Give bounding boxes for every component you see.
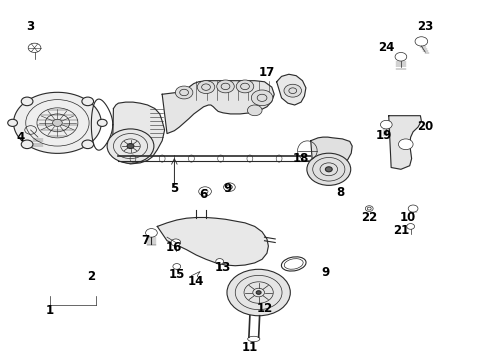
Circle shape	[216, 258, 223, 264]
Text: 12: 12	[256, 302, 272, 315]
Circle shape	[380, 120, 392, 129]
Circle shape	[8, 119, 18, 126]
Circle shape	[52, 119, 62, 126]
Text: 22: 22	[361, 211, 377, 224]
Circle shape	[146, 229, 157, 237]
Text: 3: 3	[26, 20, 35, 33]
Text: 15: 15	[169, 268, 185, 281]
Circle shape	[256, 291, 261, 294]
Text: 9: 9	[224, 183, 232, 195]
Circle shape	[236, 80, 254, 93]
Text: 2: 2	[87, 270, 96, 283]
Polygon shape	[277, 74, 306, 105]
Polygon shape	[157, 217, 269, 266]
Circle shape	[175, 86, 193, 99]
Text: 13: 13	[215, 261, 231, 274]
Circle shape	[307, 153, 351, 185]
Circle shape	[223, 183, 235, 192]
Circle shape	[217, 80, 234, 93]
Text: 14: 14	[188, 275, 204, 288]
Text: 17: 17	[259, 66, 275, 79]
Circle shape	[173, 264, 181, 269]
Circle shape	[398, 139, 413, 150]
Text: 4: 4	[17, 131, 25, 144]
Circle shape	[251, 90, 273, 106]
Text: 5: 5	[170, 183, 178, 195]
Circle shape	[21, 97, 33, 106]
Text: 8: 8	[336, 186, 344, 199]
Text: 9: 9	[321, 266, 329, 279]
Circle shape	[284, 84, 301, 97]
Circle shape	[395, 53, 407, 61]
Text: 6: 6	[199, 188, 208, 201]
Circle shape	[197, 81, 215, 94]
Circle shape	[82, 140, 94, 149]
Text: 10: 10	[400, 211, 416, 224]
Circle shape	[325, 167, 332, 172]
Polygon shape	[14, 92, 101, 153]
Circle shape	[21, 140, 33, 149]
Circle shape	[82, 97, 94, 106]
Text: 24: 24	[378, 41, 394, 54]
Text: 18: 18	[293, 152, 309, 165]
Text: 19: 19	[376, 129, 392, 142]
Polygon shape	[162, 81, 274, 134]
Polygon shape	[311, 137, 352, 170]
Text: 16: 16	[166, 241, 183, 255]
Circle shape	[415, 37, 428, 46]
Polygon shape	[113, 102, 165, 164]
Circle shape	[98, 119, 107, 126]
Circle shape	[127, 144, 134, 149]
Polygon shape	[389, 116, 421, 169]
Circle shape	[107, 129, 154, 163]
Circle shape	[227, 269, 290, 316]
Text: 21: 21	[393, 224, 409, 237]
Circle shape	[247, 105, 262, 116]
Text: 20: 20	[417, 120, 433, 133]
Text: 7: 7	[141, 234, 149, 247]
Circle shape	[171, 239, 181, 246]
Text: 1: 1	[46, 304, 54, 317]
Text: 11: 11	[242, 341, 258, 354]
Circle shape	[408, 205, 418, 212]
Text: 23: 23	[417, 20, 433, 33]
Circle shape	[199, 187, 211, 196]
